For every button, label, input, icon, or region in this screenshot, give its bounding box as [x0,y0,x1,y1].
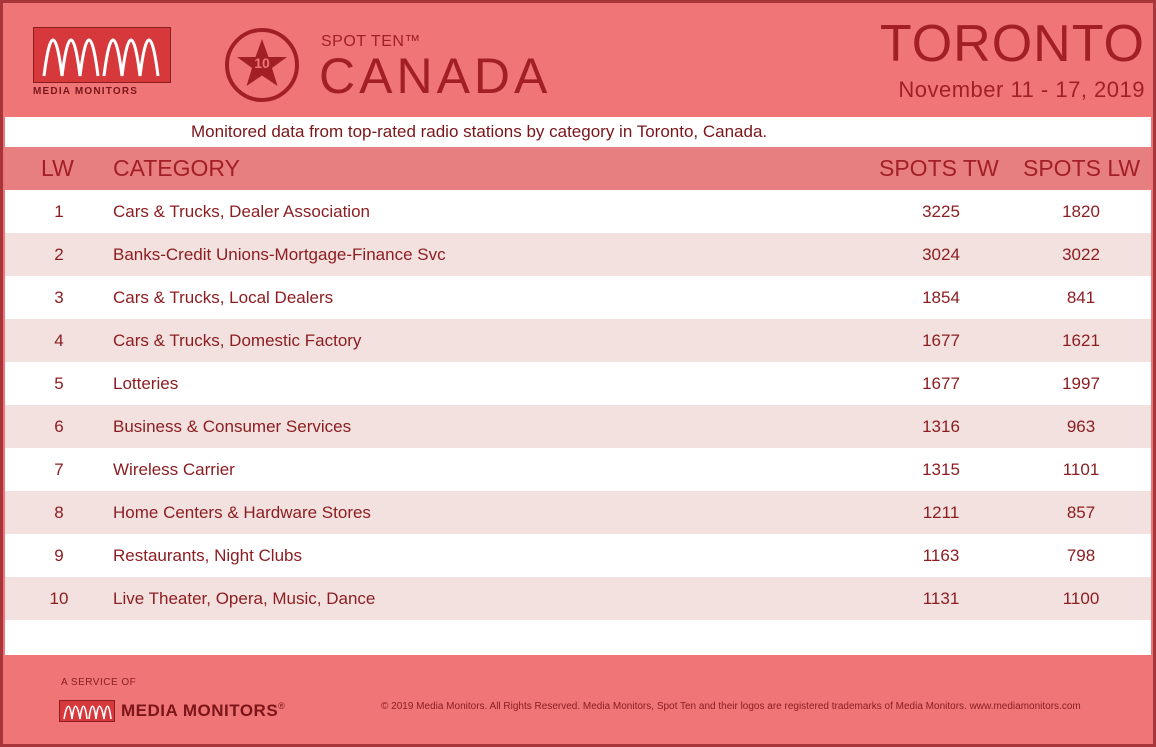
copyright-text: © 2019 Media Monitors. All Rights Reserv… [381,701,1081,712]
row-spots-lw: 798 [1066,546,1096,565]
row-spots-tw: 1211 [922,503,960,522]
row-spots-tw: 1131 [922,589,960,608]
row-category: Restaurants, Night Clubs [113,546,302,565]
row-category: Cars & Trucks, Dealer Association [113,202,370,221]
row-spots-lw: 1101 [1062,460,1100,479]
row-category: Live Theater, Opera, Music, Dance [113,589,376,608]
row-rank: 5 [54,374,64,393]
row-spots-tw: 1677 [922,374,960,393]
registered-mark: ® [278,701,285,711]
waveform-icon [42,38,160,77]
city-title: TORONTO [879,15,1145,73]
row-spots-tw: 1315 [922,460,960,479]
row-spots-lw: 3022 [1062,245,1100,264]
table-row: 8 Home Centers & Hardware Stores 1211 85… [5,491,1151,534]
service-of-label: A SERVICE OF [61,677,137,688]
row-rank: 9 [54,546,64,565]
row-rank: 3 [54,288,64,307]
header: MEDIA MONITORS 10 SPOT TEN™ CANADA TORON… [3,3,1153,117]
row-category: Lotteries [113,374,179,393]
row-rank: 4 [54,331,64,350]
row-spots-tw: 1854 [922,288,960,307]
col-header-spots-tw: SPOTS TW [879,155,999,181]
badge-number: 10 [254,55,270,71]
footer-media-monitors-logo: MEDIA MONITORS ® [59,699,285,723]
row-spots-tw: 1316 [922,417,960,436]
row-spots-lw: 1100 [1062,589,1100,608]
row-rank: 10 [49,589,69,608]
row-category: Business & Consumer Services [113,417,352,436]
table-row: 4 Cars & Trucks, Domestic Factory 1677 1… [5,319,1151,362]
table-row: 5 Lotteries 1677 1997 [5,362,1151,405]
row-spots-tw: 1677 [922,331,960,350]
row-rank: 8 [54,503,64,522]
footer-logo-label: MEDIA MONITORS [121,701,279,720]
col-header-category: CATEGORY [113,155,240,181]
table-row: 3 Cars & Trucks, Local Dealers 1854 841 [5,276,1151,319]
row-spots-tw: 3225 [922,202,960,221]
row-spots-lw: 841 [1066,288,1096,307]
date-range: November 11 - 17, 2019 [898,77,1145,102]
table-row: 10 Live Theater, Opera, Music, Dance 113… [5,577,1151,620]
table-row: 7 Wireless Carrier 1315 1101 [5,448,1151,491]
row-rank: 6 [54,417,64,436]
row-spots-tw: 1163 [922,546,960,565]
table-row: 1 Cars & Trucks, Dealer Association 3225… [5,190,1151,233]
col-header-lw: LW [41,155,74,181]
spot-ten-label: SPOT TEN™ [321,33,421,50]
row-spots-lw: 1621 [1062,331,1100,350]
footer: A SERVICE OF MEDIA MONITORS ® © 2019 Med… [3,655,1153,744]
row-rank: 1 [54,202,64,221]
table-row: 9 Restaurants, Night Clubs 1163 798 [5,534,1151,577]
table-header: LW CATEGORY SPOTS TW SPOTS LW [5,147,1151,190]
row-spots-lw: 1997 [1062,374,1100,393]
row-rank: 2 [54,245,64,264]
row-category: Wireless Carrier [113,460,235,479]
col-header-spots-lw: SPOTS LW [1023,155,1141,181]
table-row: 6 Business & Consumer Services 1316 963 [5,405,1151,448]
row-category: Home Centers & Hardware Stores [113,503,371,522]
row-rank: 7 [54,460,64,479]
row-spots-lw: 857 [1066,503,1096,522]
footer-waveform-icon [63,705,112,720]
row-spots-tw: 3024 [922,245,960,264]
category-table: LW CATEGORY SPOTS TW SPOTS LW 1 Cars & T… [5,147,1151,655]
row-spots-lw: 963 [1066,417,1096,436]
footer-logo-mark [59,700,115,722]
row-category: Cars & Trucks, Domestic Factory [113,331,362,350]
mm-logo-mark [33,27,171,83]
subtitle: Monitored data from top-rated radio stat… [5,117,1151,147]
row-category: Cars & Trucks, Local Dealers [113,288,334,307]
spot-ten-badge: 10 [224,27,300,103]
row-category: Banks-Credit Unions-Mortgage-Finance Svc [113,245,446,264]
row-spots-lw: 1820 [1062,202,1100,221]
star-badge-icon [225,28,299,102]
table-row: 2 Banks-Credit Unions-Mortgage-Finance S… [5,233,1151,276]
mm-logo-label: MEDIA MONITORS [33,86,139,97]
country-title: CANADA [319,48,552,104]
media-monitors-logo: MEDIA MONITORS [33,27,175,97]
